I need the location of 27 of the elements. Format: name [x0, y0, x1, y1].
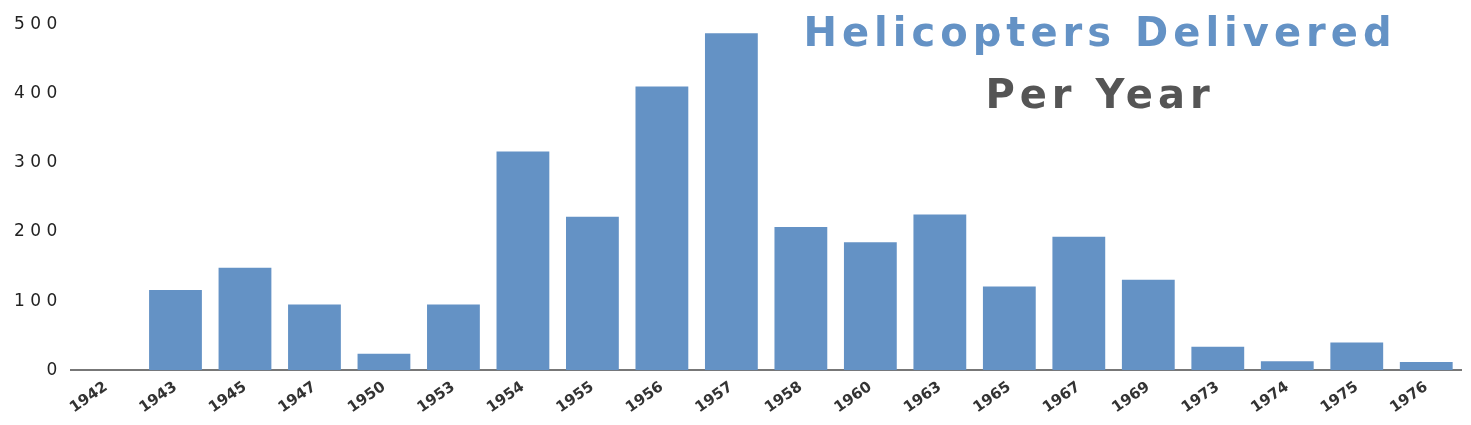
y-tick-label: 1 0 0: [13, 289, 58, 310]
bar: [635, 86, 689, 371]
bar: [774, 227, 828, 371]
bar: [149, 290, 202, 371]
bar: [496, 151, 550, 371]
bar: [1330, 342, 1384, 371]
bar: [218, 267, 272, 371]
bar: [1052, 236, 1106, 371]
y-tick-label: 3 0 0: [13, 151, 58, 172]
text: Per Year: [985, 71, 1215, 118]
bar: [1260, 361, 1314, 371]
bar: [566, 216, 619, 371]
bar: [704, 33, 758, 371]
chart-title: Helicopters Delivered: [803, 9, 1397, 56]
bar: [427, 304, 480, 371]
bar: [1191, 346, 1245, 371]
bar: [1121, 279, 1175, 371]
bar: [913, 214, 967, 371]
bar: [982, 286, 1036, 371]
bar: [357, 353, 411, 371]
bar: [288, 304, 341, 371]
bar: [1399, 362, 1453, 371]
y-tick-label: 4 0 0: [13, 81, 58, 102]
bar: [843, 242, 897, 371]
y-tick-label: 2 0 0: [13, 220, 58, 241]
y-tick-label: 0: [46, 358, 58, 379]
y-tick-label: 5 0 0: [13, 12, 58, 33]
